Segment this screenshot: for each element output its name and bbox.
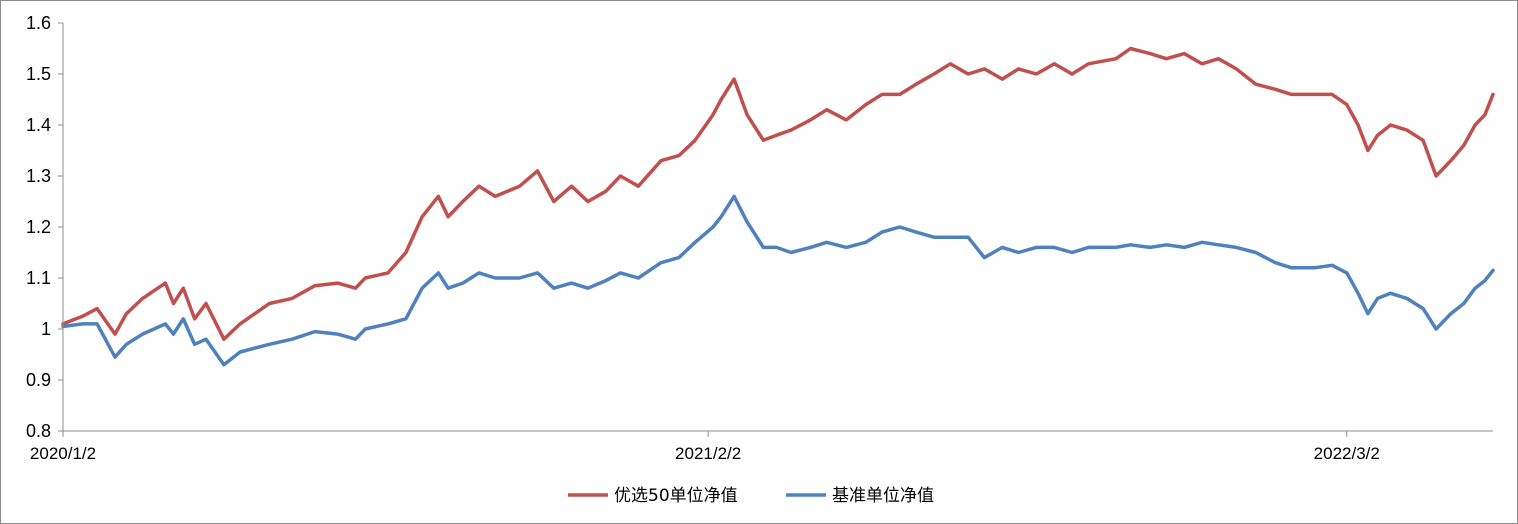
y-tick-label: 1 xyxy=(41,319,51,339)
y-axis-ticks: 0.8 0.9 1 1.1 1.2 1.3 1.4 1.5 1.6 xyxy=(26,13,63,441)
series-layer xyxy=(61,46,1495,367)
x-tick-label: 2020/1/2 xyxy=(30,444,96,463)
x-axis-ticks: 2020/1/2 2021/2/2 2022/3/2 xyxy=(30,431,1380,463)
y-tick-label: 0.9 xyxy=(26,370,51,390)
series-line-2 xyxy=(61,194,1495,367)
y-tick-label: 0.8 xyxy=(26,421,51,441)
legend-label-1: 优选50单位净值 xyxy=(614,486,738,506)
legend-label-2: 基准单位净值 xyxy=(832,486,934,506)
x-tick-label: 2022/3/2 xyxy=(1314,444,1380,463)
series-line-1 xyxy=(61,46,1495,341)
x-tick-label: 2021/2/2 xyxy=(675,444,741,463)
y-tick-label: 1.1 xyxy=(26,268,51,288)
y-tick-label: 1.3 xyxy=(26,166,51,186)
y-tick-label: 1.5 xyxy=(26,64,51,84)
y-tick-label: 1.4 xyxy=(26,115,51,135)
y-tick-label: 1.6 xyxy=(26,13,51,33)
y-tick-label: 1.2 xyxy=(26,217,51,237)
legend: 优选50单位净值 基准单位净值 xyxy=(568,486,934,506)
